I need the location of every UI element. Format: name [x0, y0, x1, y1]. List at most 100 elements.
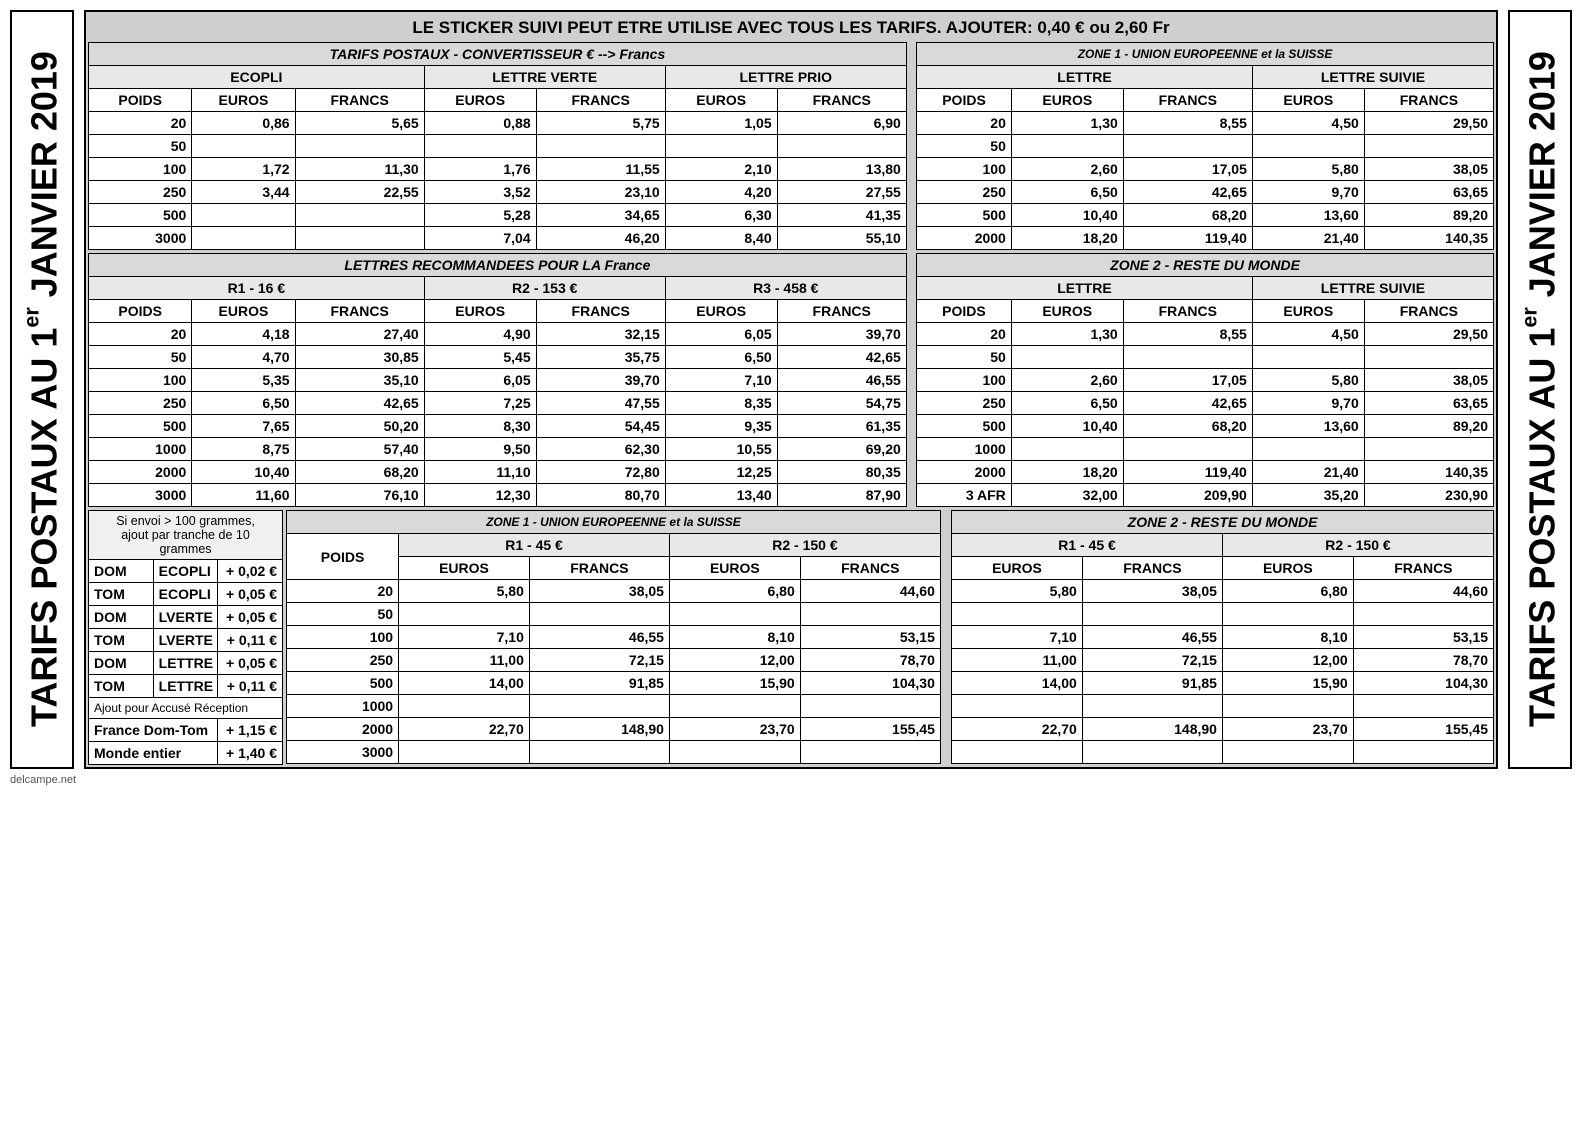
table-cell: France Dom-Tom [89, 719, 218, 742]
table-cell: 63,65 [1364, 392, 1493, 415]
table-cell: 13,60 [1252, 204, 1364, 227]
sub-poids: POIDS [89, 89, 192, 112]
table-cell: 15,90 [669, 672, 800, 695]
table-cell: 250 [917, 392, 1012, 415]
table-cell: 78,70 [1353, 649, 1493, 672]
table-cell: 250 [917, 181, 1012, 204]
table-cell: 23,70 [1222, 718, 1353, 741]
table-cell: DOM [89, 606, 154, 629]
side-title-right: TARIFS POSTAUX AU 1er JANVIER 2019 [1508, 10, 1572, 769]
table-cell: 53,15 [800, 626, 940, 649]
table-cell: 6,30 [665, 204, 777, 227]
sec3-r2-z1: R2 - 150 € [669, 534, 940, 557]
table-cell: 62,30 [536, 438, 665, 461]
table-cell: 23,70 [669, 718, 800, 741]
table-cell: 7,10 [399, 626, 530, 649]
col-lprio: LETTRE PRIO [665, 66, 906, 89]
table-cell: 12,00 [1222, 649, 1353, 672]
section1-table: TARIFS POSTAUX - CONVERTISSEUR € --> Fra… [88, 42, 1494, 250]
table-cell: 9,70 [1252, 181, 1364, 204]
table-cell: 500 [917, 415, 1012, 438]
table-cell: 1000 [287, 695, 399, 718]
table-cell: LETTRE [153, 675, 218, 698]
table-cell: Monde entier [89, 742, 218, 765]
table-cell: 10,40 [192, 461, 295, 484]
table-cell: 15,90 [1222, 672, 1353, 695]
table-cell [1252, 438, 1364, 461]
table-cell: 46,55 [1082, 626, 1222, 649]
table-cell: 12,00 [669, 649, 800, 672]
table-cell: LVERTE [153, 606, 218, 629]
table-cell: 2,60 [1011, 158, 1123, 181]
col-r1: R1 - 16 € [89, 277, 425, 300]
sub-euros: EUROS [192, 89, 295, 112]
table-cell [536, 135, 665, 158]
table-cell: 5,75 [536, 112, 665, 135]
col-lverte: LETTRE VERTE [424, 66, 665, 89]
col-lettre: LETTRE [917, 66, 1253, 89]
table-cell [295, 227, 424, 250]
table-cell: 22,70 [952, 718, 1083, 741]
table-cell: 6,50 [665, 346, 777, 369]
table-cell: 500 [917, 204, 1012, 227]
table-cell: 1,72 [192, 158, 295, 181]
table-cell: 8,55 [1123, 323, 1252, 346]
table-cell: 4,20 [665, 181, 777, 204]
table-cell: 54,75 [777, 392, 906, 415]
table-cell [952, 603, 1083, 626]
table-cell: 6,50 [192, 392, 295, 415]
table-cell: 42,65 [295, 392, 424, 415]
table-cell: ECOPLI [153, 560, 218, 583]
table-cell: 148,90 [529, 718, 669, 741]
sec3-r1-z2: R1 - 45 € [952, 534, 1223, 557]
table-cell: 42,65 [1123, 181, 1252, 204]
table-cell: 11,10 [424, 461, 536, 484]
table-cell: 20 [89, 112, 192, 135]
table-cell: 140,35 [1364, 461, 1493, 484]
col-ecopli: ECOPLI [89, 66, 425, 89]
table-cell: 119,40 [1123, 227, 1252, 250]
side-title-left: TARIFS POSTAUX AU 1er JANVIER 2019 [10, 10, 74, 769]
sec2-right-title: ZONE 2 - RESTE DU MONDE [917, 254, 1494, 277]
table-cell: 8,75 [192, 438, 295, 461]
table-cell [1364, 438, 1493, 461]
table-cell: 3000 [89, 227, 192, 250]
table-cell: + 0,11 € [218, 675, 283, 698]
col-r2: R2 - 153 € [424, 277, 665, 300]
table-cell [529, 695, 669, 718]
table-cell [952, 741, 1083, 764]
section2-table: LETTRES RECOMMANDEES POUR LA France ZONE… [88, 253, 1494, 507]
table-cell [1353, 695, 1493, 718]
table-cell: 250 [89, 392, 192, 415]
table-cell: 2,60 [1011, 369, 1123, 392]
table-cell: + 0,11 € [218, 629, 283, 652]
ar-title: Ajout pour Accusé Réception [89, 698, 283, 719]
table-cell [1011, 438, 1123, 461]
table-cell: 100 [917, 158, 1012, 181]
table-cell [1082, 741, 1222, 764]
table-cell [192, 204, 295, 227]
table-cell: 72,80 [536, 461, 665, 484]
table-cell: 18,20 [1011, 227, 1123, 250]
table-cell: 2,10 [665, 158, 777, 181]
sec2-left-title: LETTRES RECOMMANDEES POUR LA France [89, 254, 907, 277]
sec1-left-title: TARIFS POSTAUX - CONVERTISSEUR € --> Fra… [89, 43, 907, 66]
table-cell: 35,75 [536, 346, 665, 369]
sub-francs: FRANCS [295, 89, 424, 112]
table-cell: 148,90 [1082, 718, 1222, 741]
table-cell: 13,60 [1252, 415, 1364, 438]
table-cell: 78,70 [800, 649, 940, 672]
table-cell [777, 135, 906, 158]
domtom-table: Si envoi > 100 grammes, ajout par tranch… [88, 510, 283, 765]
table-cell: 9,70 [1252, 392, 1364, 415]
table-cell: 22,55 [295, 181, 424, 204]
table-cell: 89,20 [1364, 415, 1493, 438]
table-cell [800, 695, 940, 718]
table-cell: 3000 [287, 741, 399, 764]
table-cell: 42,65 [1123, 392, 1252, 415]
table-cell: 2000 [917, 461, 1012, 484]
table-cell: 35,20 [1252, 484, 1364, 507]
domtom-note: Si envoi > 100 grammes, ajout par tranch… [89, 511, 283, 560]
table-cell: 30,85 [295, 346, 424, 369]
table-cell: 89,20 [1364, 204, 1493, 227]
